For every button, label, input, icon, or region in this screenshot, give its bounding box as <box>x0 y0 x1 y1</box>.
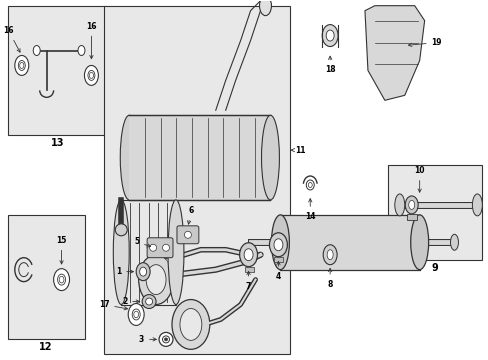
Ellipse shape <box>33 45 40 55</box>
Ellipse shape <box>146 265 166 294</box>
Text: 4: 4 <box>275 261 281 281</box>
Ellipse shape <box>239 243 257 267</box>
Ellipse shape <box>115 224 127 236</box>
Ellipse shape <box>269 233 287 257</box>
Ellipse shape <box>168 200 183 305</box>
Ellipse shape <box>244 249 253 261</box>
Text: 2: 2 <box>122 297 139 306</box>
Text: 18: 18 <box>324 56 335 75</box>
Ellipse shape <box>142 294 156 309</box>
Text: 13: 13 <box>51 138 64 148</box>
Text: 3: 3 <box>139 335 156 344</box>
Ellipse shape <box>271 215 289 270</box>
Ellipse shape <box>184 231 191 238</box>
Ellipse shape <box>120 115 138 200</box>
Ellipse shape <box>405 196 417 214</box>
Bar <box>104 6 290 354</box>
Ellipse shape <box>84 66 98 85</box>
Bar <box>8 215 85 339</box>
Ellipse shape <box>134 311 138 318</box>
Ellipse shape <box>326 250 332 260</box>
Ellipse shape <box>449 234 458 250</box>
Bar <box>280 215 419 270</box>
Text: 16: 16 <box>3 26 20 52</box>
Text: 15: 15 <box>56 236 67 264</box>
Bar <box>8 6 107 135</box>
Text: 7: 7 <box>245 271 251 291</box>
Ellipse shape <box>140 267 146 276</box>
Ellipse shape <box>58 274 65 285</box>
Ellipse shape <box>15 55 29 75</box>
Ellipse shape <box>325 30 333 41</box>
Ellipse shape <box>59 276 64 283</box>
Ellipse shape <box>307 183 312 188</box>
Bar <box>406 214 416 220</box>
Bar <box>244 267 253 272</box>
Ellipse shape <box>136 263 150 280</box>
Text: 11: 11 <box>291 145 305 154</box>
Ellipse shape <box>54 269 69 291</box>
Ellipse shape <box>162 336 169 343</box>
Ellipse shape <box>323 245 336 265</box>
Ellipse shape <box>408 201 414 210</box>
Text: 8: 8 <box>327 268 332 289</box>
Ellipse shape <box>162 244 169 251</box>
Ellipse shape <box>180 309 202 340</box>
Ellipse shape <box>132 309 140 320</box>
Ellipse shape <box>471 194 481 216</box>
Ellipse shape <box>322 24 337 46</box>
Bar <box>129 115 270 200</box>
Ellipse shape <box>259 0 271 15</box>
Text: 10: 10 <box>413 166 424 192</box>
Ellipse shape <box>261 115 279 200</box>
Text: 17: 17 <box>99 300 127 310</box>
Ellipse shape <box>410 215 428 270</box>
Text: 12: 12 <box>39 342 52 352</box>
Ellipse shape <box>273 239 283 251</box>
Text: 9: 9 <box>430 263 437 273</box>
Ellipse shape <box>305 180 314 190</box>
Ellipse shape <box>159 332 173 346</box>
Text: 19: 19 <box>407 38 441 47</box>
Bar <box>387 165 481 260</box>
Ellipse shape <box>113 200 129 305</box>
Ellipse shape <box>145 298 152 305</box>
Ellipse shape <box>149 244 156 251</box>
Ellipse shape <box>20 62 24 68</box>
Ellipse shape <box>394 194 404 216</box>
Text: 14: 14 <box>305 199 315 221</box>
Text: 5: 5 <box>134 237 150 247</box>
Ellipse shape <box>164 338 167 341</box>
Text: 16: 16 <box>86 22 97 59</box>
Text: 1: 1 <box>116 267 133 276</box>
Ellipse shape <box>88 71 95 80</box>
Ellipse shape <box>172 300 209 349</box>
Ellipse shape <box>18 60 25 71</box>
Ellipse shape <box>128 303 144 325</box>
Ellipse shape <box>139 255 173 305</box>
FancyBboxPatch shape <box>147 238 173 258</box>
Polygon shape <box>364 6 424 100</box>
Text: 6: 6 <box>187 206 193 224</box>
FancyBboxPatch shape <box>177 226 199 244</box>
Ellipse shape <box>89 72 93 78</box>
Bar <box>274 257 283 262</box>
Ellipse shape <box>78 45 85 55</box>
